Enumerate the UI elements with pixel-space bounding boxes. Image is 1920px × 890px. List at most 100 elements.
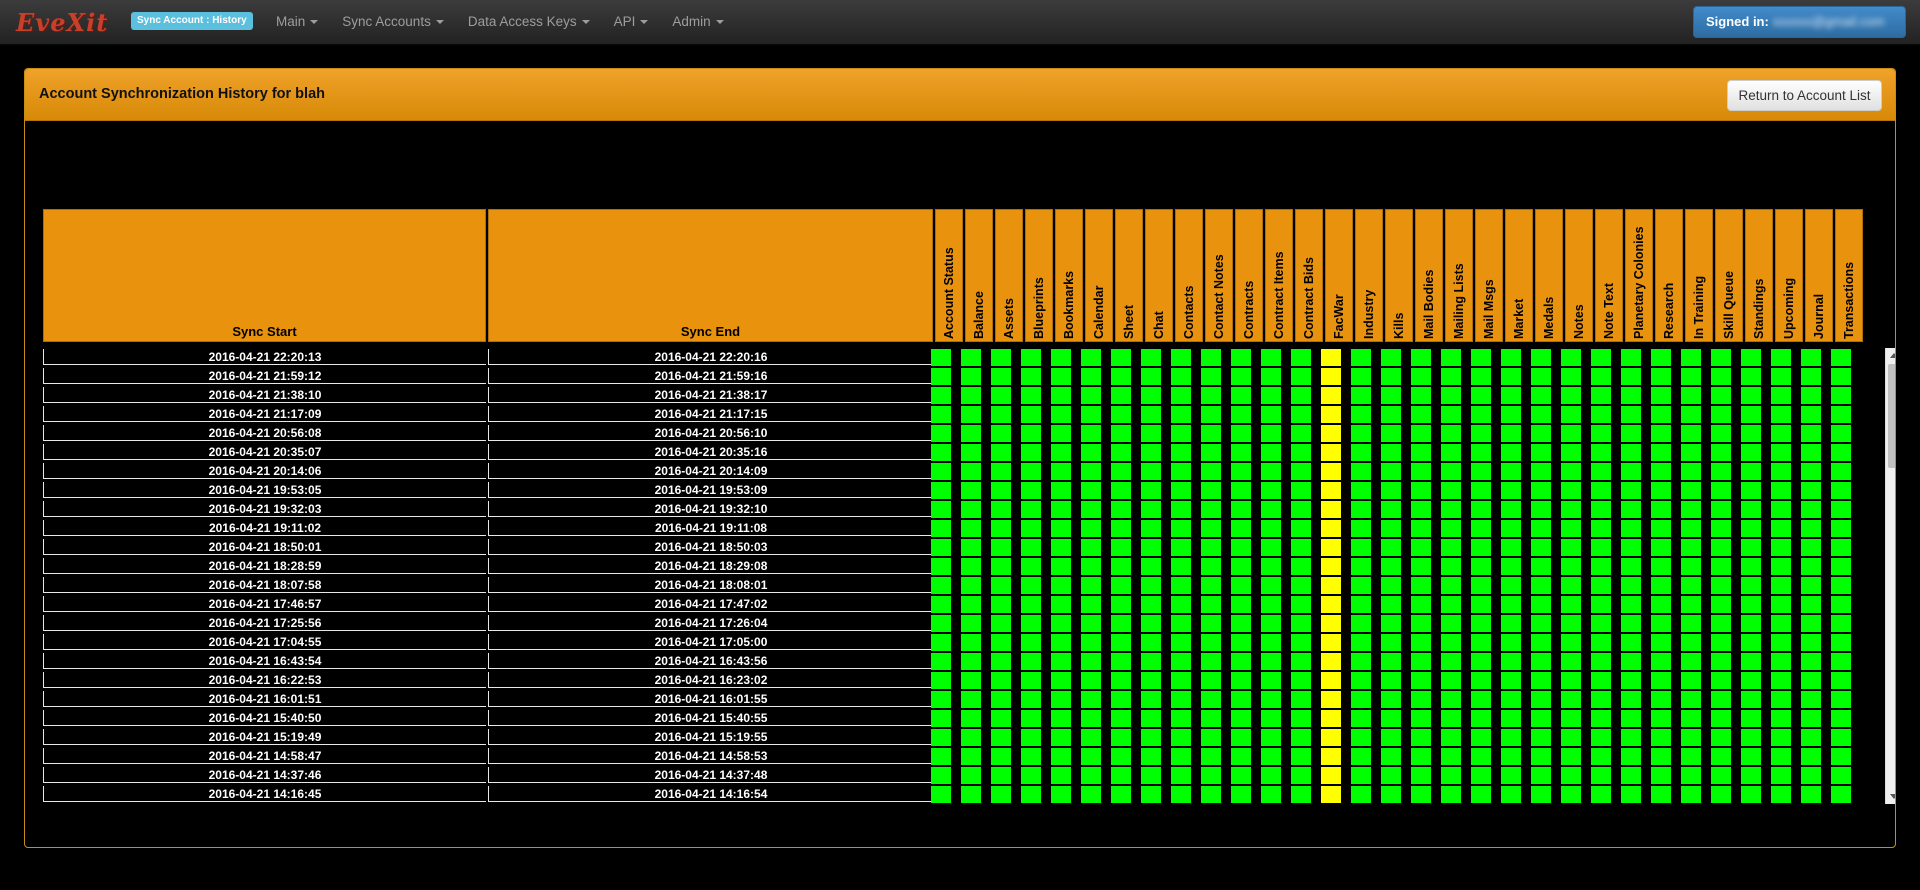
- status-cell[interactable]: [1711, 577, 1731, 594]
- status-cell[interactable]: [1741, 748, 1761, 765]
- status-cell[interactable]: [1351, 672, 1371, 689]
- status-cell[interactable]: [961, 672, 981, 689]
- status-cell[interactable]: [1471, 653, 1491, 670]
- status-cell[interactable]: [1321, 425, 1341, 442]
- status-cell[interactable]: [1651, 729, 1671, 746]
- status-cell[interactable]: [1441, 672, 1461, 689]
- status-cell[interactable]: [1801, 501, 1821, 518]
- status-cell[interactable]: [1321, 710, 1341, 727]
- status-cell[interactable]: [1381, 748, 1401, 765]
- status-cell[interactable]: [1321, 634, 1341, 651]
- status-cell[interactable]: [1411, 368, 1431, 385]
- status-cell[interactable]: [1441, 634, 1461, 651]
- status-cell[interactable]: [1171, 786, 1191, 803]
- status-cell[interactable]: [1411, 501, 1431, 518]
- status-cell[interactable]: [1351, 577, 1371, 594]
- status-cell[interactable]: [1801, 748, 1821, 765]
- status-cell[interactable]: [1381, 615, 1401, 632]
- status-cell[interactable]: [1081, 729, 1101, 746]
- status-cell[interactable]: [991, 691, 1011, 708]
- status-cell[interactable]: [1201, 577, 1221, 594]
- status-cell[interactable]: [1651, 539, 1671, 556]
- status-cell[interactable]: [1231, 482, 1251, 499]
- status-cell[interactable]: [1741, 387, 1761, 404]
- table-row[interactable]: 2016-04-21 15:19:49 2016-04-21 15:19:55: [25, 728, 1885, 747]
- status-cell[interactable]: [931, 349, 951, 366]
- status-cell[interactable]: [1201, 596, 1221, 613]
- status-cell[interactable]: [1261, 444, 1281, 461]
- status-cell[interactable]: [1111, 634, 1131, 651]
- status-cell[interactable]: [1501, 425, 1521, 442]
- status-cell[interactable]: [1591, 577, 1611, 594]
- status-cell[interactable]: [1441, 596, 1461, 613]
- table-row[interactable]: 2016-04-21 22:20:13 2016-04-21 22:20:16: [25, 348, 1885, 367]
- status-cell[interactable]: [1561, 349, 1581, 366]
- status-cell[interactable]: [1651, 349, 1671, 366]
- status-cell[interactable]: [1531, 406, 1551, 423]
- table-row[interactable]: 2016-04-21 17:25:56 2016-04-21 17:26:04: [25, 614, 1885, 633]
- table-row[interactable]: 2016-04-21 14:16:45 2016-04-21 14:16:54: [25, 785, 1885, 804]
- status-cell[interactable]: [1201, 615, 1221, 632]
- status-cell[interactable]: [961, 729, 981, 746]
- status-cell[interactable]: [1831, 482, 1851, 499]
- status-cell[interactable]: [1381, 634, 1401, 651]
- status-cell[interactable]: [1021, 729, 1041, 746]
- status-cell[interactable]: [1201, 558, 1221, 575]
- status-cell[interactable]: [1711, 501, 1731, 518]
- status-cell[interactable]: [1231, 634, 1251, 651]
- status-cell[interactable]: [1381, 729, 1401, 746]
- status-cell[interactable]: [1231, 558, 1251, 575]
- status-cell[interactable]: [1021, 501, 1041, 518]
- status-cell[interactable]: [1351, 539, 1371, 556]
- status-cell[interactable]: [1681, 444, 1701, 461]
- status-cell[interactable]: [1411, 691, 1431, 708]
- status-cell[interactable]: [1171, 482, 1191, 499]
- status-cell[interactable]: [1501, 672, 1521, 689]
- status-cell[interactable]: [1591, 406, 1611, 423]
- status-cell[interactable]: [991, 444, 1011, 461]
- status-cell[interactable]: [1651, 748, 1671, 765]
- status-cell[interactable]: [1471, 672, 1491, 689]
- status-cell[interactable]: [1411, 653, 1431, 670]
- status-cell[interactable]: [1411, 710, 1431, 727]
- status-cell[interactable]: [1681, 596, 1701, 613]
- status-cell[interactable]: [1201, 786, 1221, 803]
- status-cell[interactable]: [1291, 729, 1311, 746]
- status-cell[interactable]: [1321, 539, 1341, 556]
- status-cell[interactable]: [1021, 653, 1041, 670]
- status-cell[interactable]: [1081, 653, 1101, 670]
- status-cell[interactable]: [1141, 596, 1161, 613]
- status-cell[interactable]: [1741, 558, 1761, 575]
- status-cell[interactable]: [961, 767, 981, 784]
- status-cell[interactable]: [1651, 596, 1671, 613]
- status-cell[interactable]: [1201, 387, 1221, 404]
- status-cell[interactable]: [1501, 748, 1521, 765]
- status-cell[interactable]: [1081, 558, 1101, 575]
- status-cell[interactable]: [1381, 406, 1401, 423]
- status-cell[interactable]: [1261, 463, 1281, 480]
- status-cell[interactable]: [1531, 653, 1551, 670]
- status-cell[interactable]: [1051, 710, 1071, 727]
- status-cell[interactable]: [931, 520, 951, 537]
- status-cell[interactable]: [1021, 767, 1041, 784]
- status-cell[interactable]: [1321, 672, 1341, 689]
- status-cell[interactable]: [1021, 634, 1041, 651]
- status-cell[interactable]: [1711, 786, 1731, 803]
- status-cell[interactable]: [1831, 501, 1851, 518]
- status-cell[interactable]: [1081, 596, 1101, 613]
- status-cell[interactable]: [1201, 520, 1221, 537]
- status-cell[interactable]: [1051, 767, 1071, 784]
- status-cell[interactable]: [1351, 596, 1371, 613]
- status-cell[interactable]: [1111, 596, 1131, 613]
- status-cell[interactable]: [1411, 520, 1431, 537]
- status-cell[interactable]: [1141, 501, 1161, 518]
- status-cell[interactable]: [1351, 501, 1371, 518]
- status-cell[interactable]: [1831, 368, 1851, 385]
- status-cell[interactable]: [961, 558, 981, 575]
- status-cell[interactable]: [1831, 786, 1851, 803]
- status-cell[interactable]: [961, 748, 981, 765]
- status-cell[interactable]: [1531, 387, 1551, 404]
- status-cell[interactable]: [961, 349, 981, 366]
- status-cell[interactable]: [1411, 463, 1431, 480]
- status-cell[interactable]: [1651, 767, 1671, 784]
